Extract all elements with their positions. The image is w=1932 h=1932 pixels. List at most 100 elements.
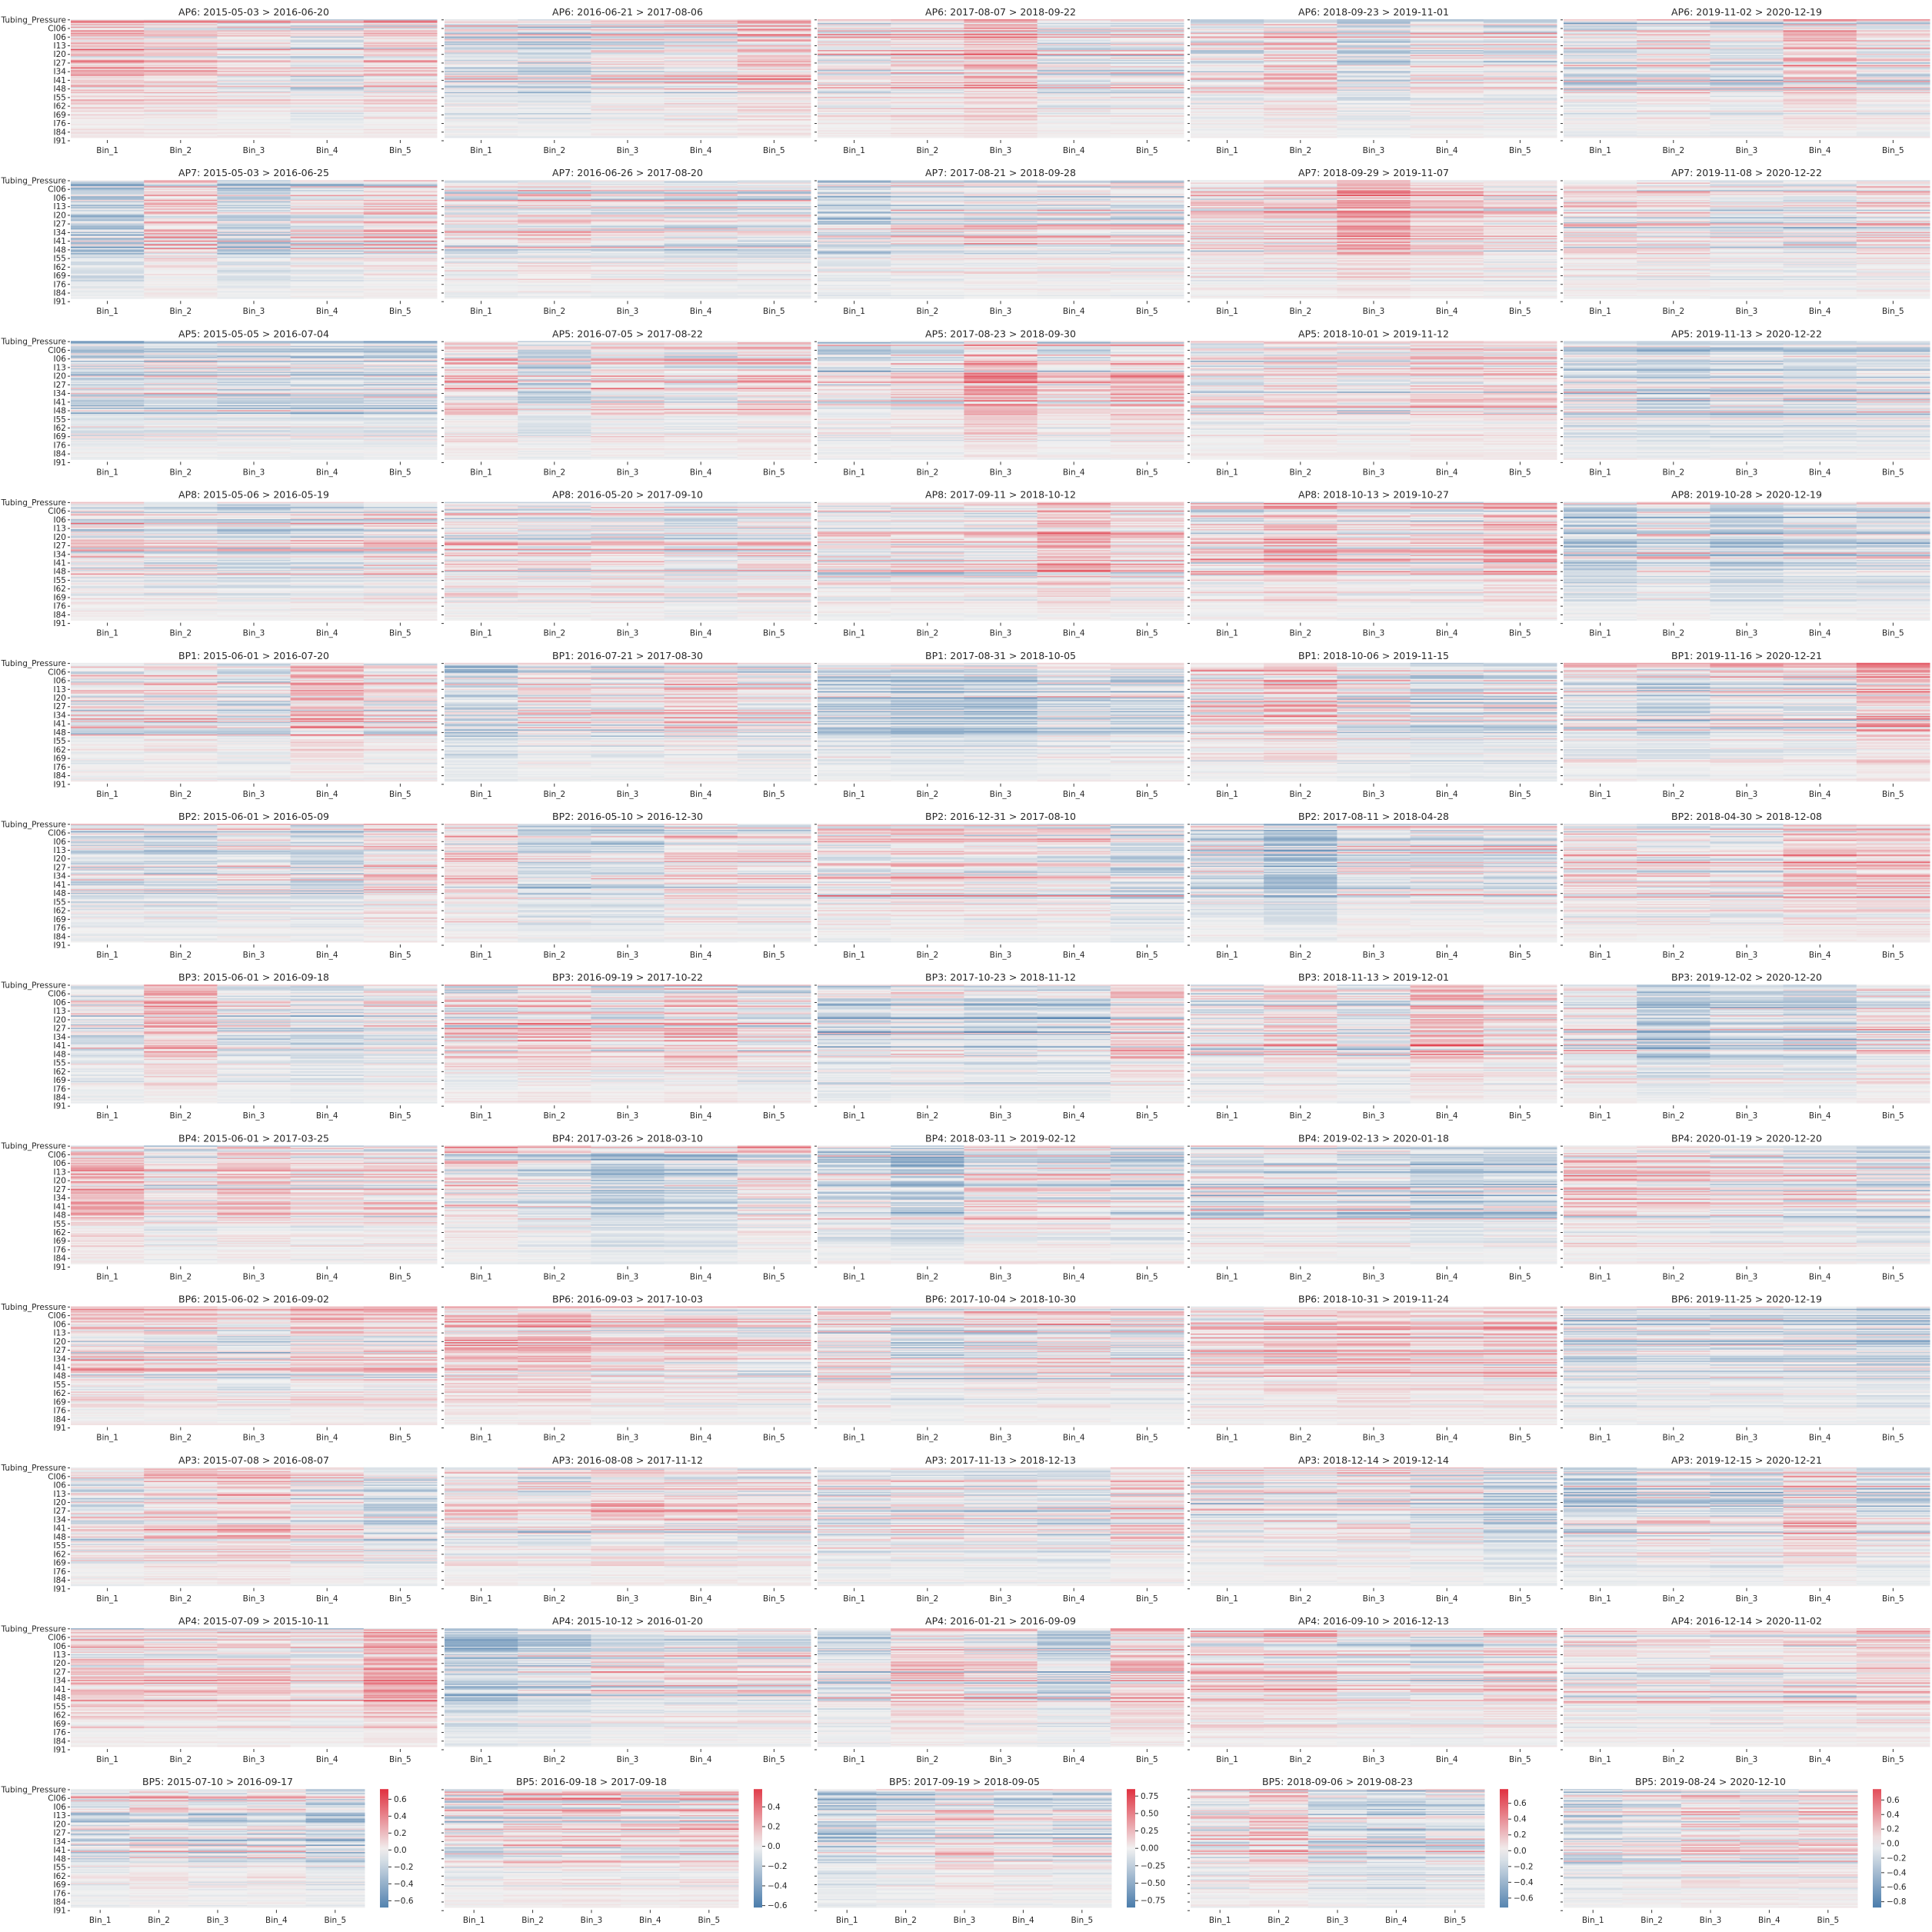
heatmap-cell <box>818 136 891 138</box>
x-tick-label: Bin_2 <box>169 307 192 316</box>
panel-title: AP7: 2017-08-21 > 2018-09-28 <box>925 167 1076 178</box>
heatmap-cell <box>364 298 438 299</box>
heatmap-cell <box>144 136 218 138</box>
heatmap-cell <box>964 136 1038 138</box>
heatmap-panels: AP6: 2015-05-03 > 2016-06-20 Bin_1 Bin_2 Bi… <box>1 6 1930 1925</box>
heatmap-cell <box>1337 298 1411 299</box>
heatmap-panel: AP7: 2016-06-26 > 2017-08-20Bin_1 Bin_2 Bi… <box>441 167 811 316</box>
panel-title: AP7: 2015-05-03 > 2016-06-25 <box>178 167 329 178</box>
y-tick-label: CI06 <box>48 185 66 195</box>
heatmap-panel: AP6: 2015-05-03 > 2016-06-20 Bin_1 Bin_2 Bi… <box>1 6 438 155</box>
y-tick-label: I55 <box>54 93 66 102</box>
heatmap-cells <box>71 180 438 298</box>
heatmap-cell <box>71 136 145 138</box>
x-tick-label: Bin_5 <box>1136 307 1158 316</box>
heatmap-cell <box>1411 136 1484 138</box>
heatmap-cell <box>1191 298 1264 299</box>
panel-title: AP6: 2016-06-21 > 2017-08-06 <box>552 6 703 18</box>
y-tick-label: I84 <box>54 288 67 298</box>
heatmap-cell <box>1484 136 1557 138</box>
y-tick-label: I84 <box>54 128 67 137</box>
panel-title: AP6: 2018-09-23 > 2019-11-01 <box>1298 6 1449 18</box>
x-tick-label: Bin_1 <box>1216 146 1238 155</box>
y-tick-label: I91 <box>54 298 66 307</box>
y-tick-label: I20 <box>54 211 66 220</box>
x-tick-label: Bin_1 <box>470 307 492 316</box>
heatmap-cell <box>1264 136 1337 138</box>
heatmap-cell <box>1484 298 1557 299</box>
y-tick-label: I41 <box>54 237 66 246</box>
heatmap-cell <box>1784 136 1857 138</box>
heatmap-cell <box>1191 136 1264 138</box>
y-tick-label: I41 <box>54 76 66 85</box>
heatmap-cell <box>1038 298 1111 299</box>
heatmap-cell <box>518 298 591 299</box>
heatmap-cell <box>591 136 665 138</box>
x-tick-label: Bin_1 <box>470 146 492 155</box>
x-tick-label: Bin_3 <box>1363 146 1385 155</box>
x-tick-label: Bin_2 <box>169 146 192 155</box>
y-tick-label: I06 <box>54 33 67 42</box>
x-tick-label: Bin_5 <box>1509 146 1531 155</box>
x-tick-label: Bin_3 <box>1363 307 1385 316</box>
x-tick-label: Bin_5 <box>1509 307 1531 316</box>
x-tick-label: Bin_5 <box>1136 146 1158 155</box>
y-tick-label: I76 <box>54 119 67 128</box>
y-tick-label: I62 <box>54 102 66 112</box>
x-tick-label: Bin_5 <box>389 146 411 155</box>
heatmap-cell <box>665 298 738 299</box>
x-tick-label: Bin_2 <box>916 307 938 316</box>
y-tick-label: I69 <box>54 111 66 120</box>
x-tick-label: Bin_4 <box>1436 307 1458 316</box>
x-tick-label: Bin_1 <box>96 146 118 155</box>
heatmap-cell <box>1710 136 1784 138</box>
x-tick-label: Bin_1 <box>843 307 865 316</box>
y-tick-label: I27 <box>54 58 66 68</box>
heatmap-cell <box>217 298 291 299</box>
x-tick-label: Bin_3 <box>990 307 1012 316</box>
panel-title: AP6: 2019-11-02 > 2020-12-19 <box>1671 6 1822 18</box>
x-tick-label: Bin_3 <box>617 307 639 316</box>
heatmap-cells <box>1564 19 1930 138</box>
panel-title: AP7: 2019-11-08 > 2020-12-22 <box>1671 167 1822 178</box>
heatmap-cell <box>1264 298 1337 299</box>
heatmap-cell <box>217 136 291 138</box>
heatmap-cell <box>71 298 145 299</box>
heatmap-cells <box>445 180 811 298</box>
heatmap-cell <box>591 298 665 299</box>
x-tick-label: Bin_1 <box>843 146 865 155</box>
heatmap-panel: AP6: 2019-11-02 > 2020-12-19Bin_1 Bin_2 Bi… <box>1561 6 1930 155</box>
x-tick-label: Bin_4 <box>690 146 712 155</box>
y-tick-label: I13 <box>54 202 66 212</box>
x-tick-label: Bin_5 <box>1882 146 1904 155</box>
heatmap-cell <box>665 136 738 138</box>
y-tick-label: I62 <box>54 263 66 272</box>
y-tick-label: I06 <box>54 194 67 203</box>
heatmap-cell <box>291 298 365 299</box>
heatmap-panel: AP7: 2015-05-03 > 2016-06-25Bin_1 Bin_2 Bi… <box>1 167 438 316</box>
x-tick-label: Bin_4 <box>316 146 338 155</box>
y-tick-label: I55 <box>54 255 66 264</box>
heatmap-cell <box>445 298 518 299</box>
y-tick-label: I20 <box>54 50 66 59</box>
panel-title: AP6: 2015-05-03 > 2016-06-20 <box>178 6 329 18</box>
x-tick-label: Bin_3 <box>1736 146 1758 155</box>
heatmap-cell <box>1857 136 1930 138</box>
heatmap-cells <box>71 19 438 138</box>
heatmap-panel: AP7: 2019-11-08 > 2020-12-22Bin_1 Bin_2 Bi… <box>1561 167 1930 316</box>
heatmap-cells <box>445 19 811 138</box>
y-tick-label: I91 <box>54 137 66 146</box>
x-tick-label: Bin_1 <box>1589 146 1611 155</box>
heatmap-cell <box>964 298 1038 299</box>
heatmap-cell <box>1411 298 1484 299</box>
y-tick-label: I27 <box>54 220 66 229</box>
y-tick-label: I69 <box>54 271 66 281</box>
x-tick-label: Bin_4 <box>316 307 338 316</box>
heatmap-cells <box>1564 180 1930 298</box>
x-tick-label: Bin_5 <box>763 146 785 155</box>
y-tick-label: Tubing_Pressure <box>1 15 66 25</box>
x-tick-label: Bin_4 <box>1063 307 1085 316</box>
